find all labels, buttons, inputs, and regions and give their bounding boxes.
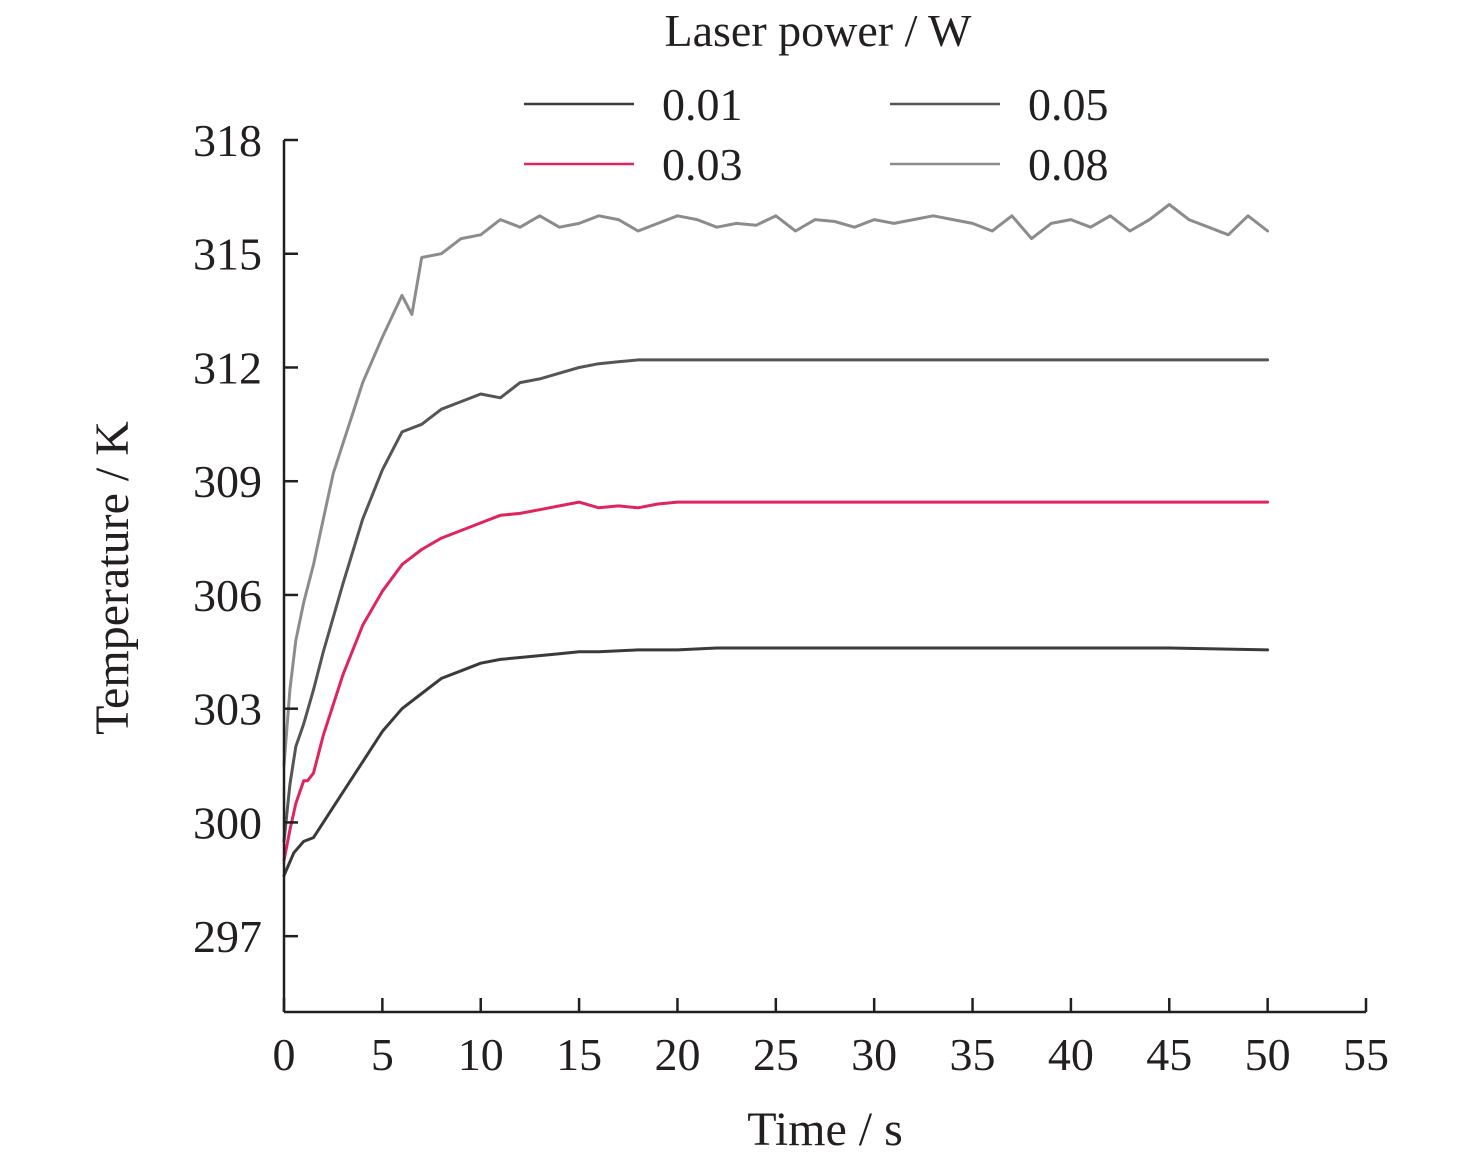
x-tick-label: 45 [1146,1029,1192,1080]
legend-label: 0.03 [662,139,743,190]
x-tick-label: 15 [556,1029,602,1080]
legend-label: 0.08 [1028,139,1109,190]
x-tick-label: 0 [273,1029,296,1080]
x-tick-label: 5 [371,1029,394,1080]
series-line-0_03 [282,500,1270,862]
x-ticks-group: 0 5 10 15 20 25 30 35 40 45 50 55 [273,998,1389,1080]
series-line-0_05 [282,358,1270,843]
y-tick-label: 309 [193,456,262,507]
y-tick-label: 312 [193,342,262,393]
plot-lines-group [282,203,1270,877]
x-tick-label: 10 [458,1029,504,1080]
x-tick-label: 25 [753,1029,799,1080]
x-tick-label: 50 [1245,1029,1291,1080]
y-tick-label: 303 [193,684,262,735]
axes-group [282,140,1366,1014]
x-tick-label: 40 [1048,1029,1094,1080]
y-ticks-group: 297 300 303 306 309 312 315 318 [193,115,298,962]
legend-label: 0.01 [662,79,743,130]
y-tick-label: 318 [193,115,262,166]
y-axis-title: Temperature / K [86,421,139,735]
series-line-0_01 [282,646,1270,877]
y-tick-label: 315 [193,229,262,280]
series-line-0_08 [282,203,1270,768]
x-tick-label: 30 [851,1029,897,1080]
x-tick-label: 35 [950,1029,996,1080]
y-tick-label: 300 [193,797,262,848]
x-tick-label: 20 [654,1029,700,1080]
legend: Laser power / W 0.01 0.03 0.05 0.08 [524,5,1109,190]
y-tick-label: 297 [193,911,262,962]
x-tick-label: 55 [1343,1029,1389,1080]
y-tick-label: 306 [193,570,262,621]
legend-label: 0.05 [1028,79,1109,130]
x-axis-title: Time / s [747,1103,903,1156]
legend-title: Laser power / W [665,5,973,56]
